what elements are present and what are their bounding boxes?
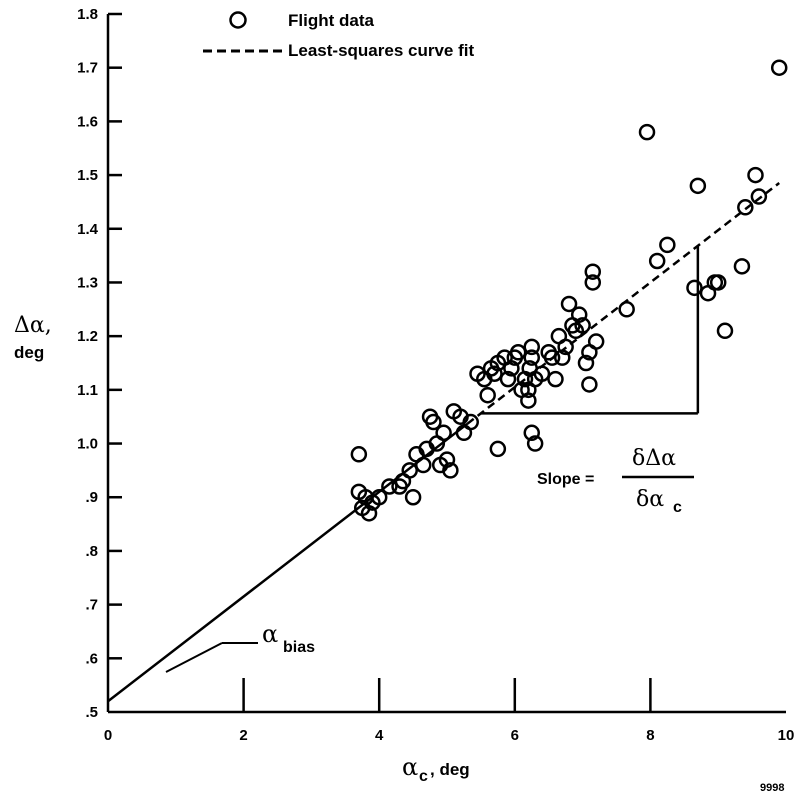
legend-label-flight-data: Flight data: [288, 11, 374, 30]
x-tick-label: 6: [511, 727, 519, 744]
bias-symbol: α: [262, 620, 278, 648]
x-tick-label: 4: [375, 727, 384, 744]
x-ticks: 0 2 4 6 8 10: [104, 678, 795, 744]
y-tick-label: 1.2: [77, 328, 98, 345]
x-axis-label-subscript: c: [419, 768, 428, 785]
slope-numerator: δΔα: [632, 446, 676, 471]
data-point: [570, 306, 588, 323]
data-point: [581, 376, 598, 393]
data-point: [479, 386, 496, 404]
data-point: [686, 279, 703, 297]
y-axis-label-symbol: Δα,: [14, 313, 52, 338]
data-point: [557, 338, 574, 356]
data-point: [421, 408, 439, 425]
data-point: [737, 199, 754, 216]
data-point: [547, 370, 564, 388]
data-point: [415, 456, 432, 474]
data-point: [709, 274, 727, 291]
slope-denominator: δα: [636, 487, 664, 512]
data-point: [438, 451, 456, 468]
data-point: [526, 435, 544, 452]
data-point: [574, 317, 591, 334]
slope-triangle: [480, 245, 700, 415]
y-tick-label: .6: [85, 650, 98, 667]
data-point: [350, 446, 368, 463]
data-point: [503, 360, 520, 377]
legend-circle-marker: [229, 11, 247, 29]
slope-annotation: Slope = δΔα δα c: [537, 446, 694, 516]
legend-label-curve-fit: Least-squares curve fit: [288, 41, 474, 60]
bias-annotation: α bias: [165, 620, 315, 673]
data-point: [577, 354, 595, 372]
bias-leader-line: [165, 642, 223, 673]
data-point: [659, 236, 676, 254]
data-point: [381, 478, 398, 495]
y-ticks: .5 .6 .7 .8 .9 1.0 1.1 1.2 1.3 1.4 1.5 1.6 1.7 1.8: [77, 6, 122, 721]
data-point: [554, 349, 571, 366]
data-point: [523, 424, 540, 442]
data-point: [499, 370, 517, 388]
y-axis-label: Δα, deg: [14, 313, 52, 362]
x-tick-label: 0: [104, 727, 112, 744]
data-point: [401, 462, 418, 479]
x-tick-label: 8: [646, 727, 654, 744]
data-point: [716, 322, 734, 340]
y-tick-label: .5: [85, 704, 98, 721]
data-point: [435, 424, 452, 442]
y-axis-label-unit: deg: [14, 343, 44, 362]
y-tick-label: 1.5: [77, 167, 98, 184]
slope-label: Slope =: [537, 471, 594, 488]
y-tick-label: 1.8: [77, 6, 98, 23]
x-axis-label-unit: , deg: [430, 760, 470, 779]
data-point: [770, 59, 788, 76]
data-point: [689, 177, 707, 195]
data-point: [482, 360, 500, 377]
y-tick-label: 1.4: [77, 221, 99, 238]
y-tick-label: .8: [85, 543, 98, 560]
data-point: [370, 488, 388, 506]
data-point: [523, 338, 540, 356]
x-tick-label: 2: [239, 727, 247, 744]
data-point: [404, 488, 422, 506]
data-point: [533, 365, 551, 382]
fit-line-solid: [107, 422, 469, 703]
data-point: [747, 166, 764, 184]
data-point: [618, 301, 635, 318]
data-point: [543, 349, 561, 366]
data-points: [350, 59, 788, 522]
y-tick-label: 1.7: [77, 60, 98, 77]
data-point: [560, 295, 578, 313]
data-point: [360, 505, 378, 522]
data-point: [462, 413, 479, 431]
legend: Flight data Least-squares curve fit: [203, 11, 474, 60]
data-point: [648, 252, 666, 270]
x-tick-label: 10: [778, 727, 795, 744]
data-point: [523, 349, 540, 366]
data-point: [638, 123, 656, 141]
bias-subscript: bias: [283, 639, 315, 656]
data-point: [584, 263, 602, 280]
data-point: [442, 462, 459, 479]
x-axis-label-symbol: α: [402, 753, 418, 781]
data-point: [733, 258, 751, 275]
data-point: [587, 333, 605, 350]
y-tick-label: .9: [85, 489, 98, 506]
y-tick-label: 1.6: [77, 113, 98, 130]
y-tick-label: 1.1: [77, 382, 98, 399]
data-point: [750, 188, 768, 205]
y-tick-label: 1.0: [77, 436, 98, 453]
data-point: [584, 274, 602, 291]
figure-id: 9998: [760, 782, 784, 794]
data-point: [520, 392, 537, 409]
data-point: [489, 440, 507, 458]
x-axis-label: α c , deg: [402, 753, 470, 785]
y-tick-label: 1.3: [77, 274, 98, 291]
slope-denominator-subscript: c: [673, 499, 682, 516]
data-point: [509, 344, 527, 361]
axes: [106, 14, 786, 714]
y-tick-label: .7: [85, 597, 98, 614]
